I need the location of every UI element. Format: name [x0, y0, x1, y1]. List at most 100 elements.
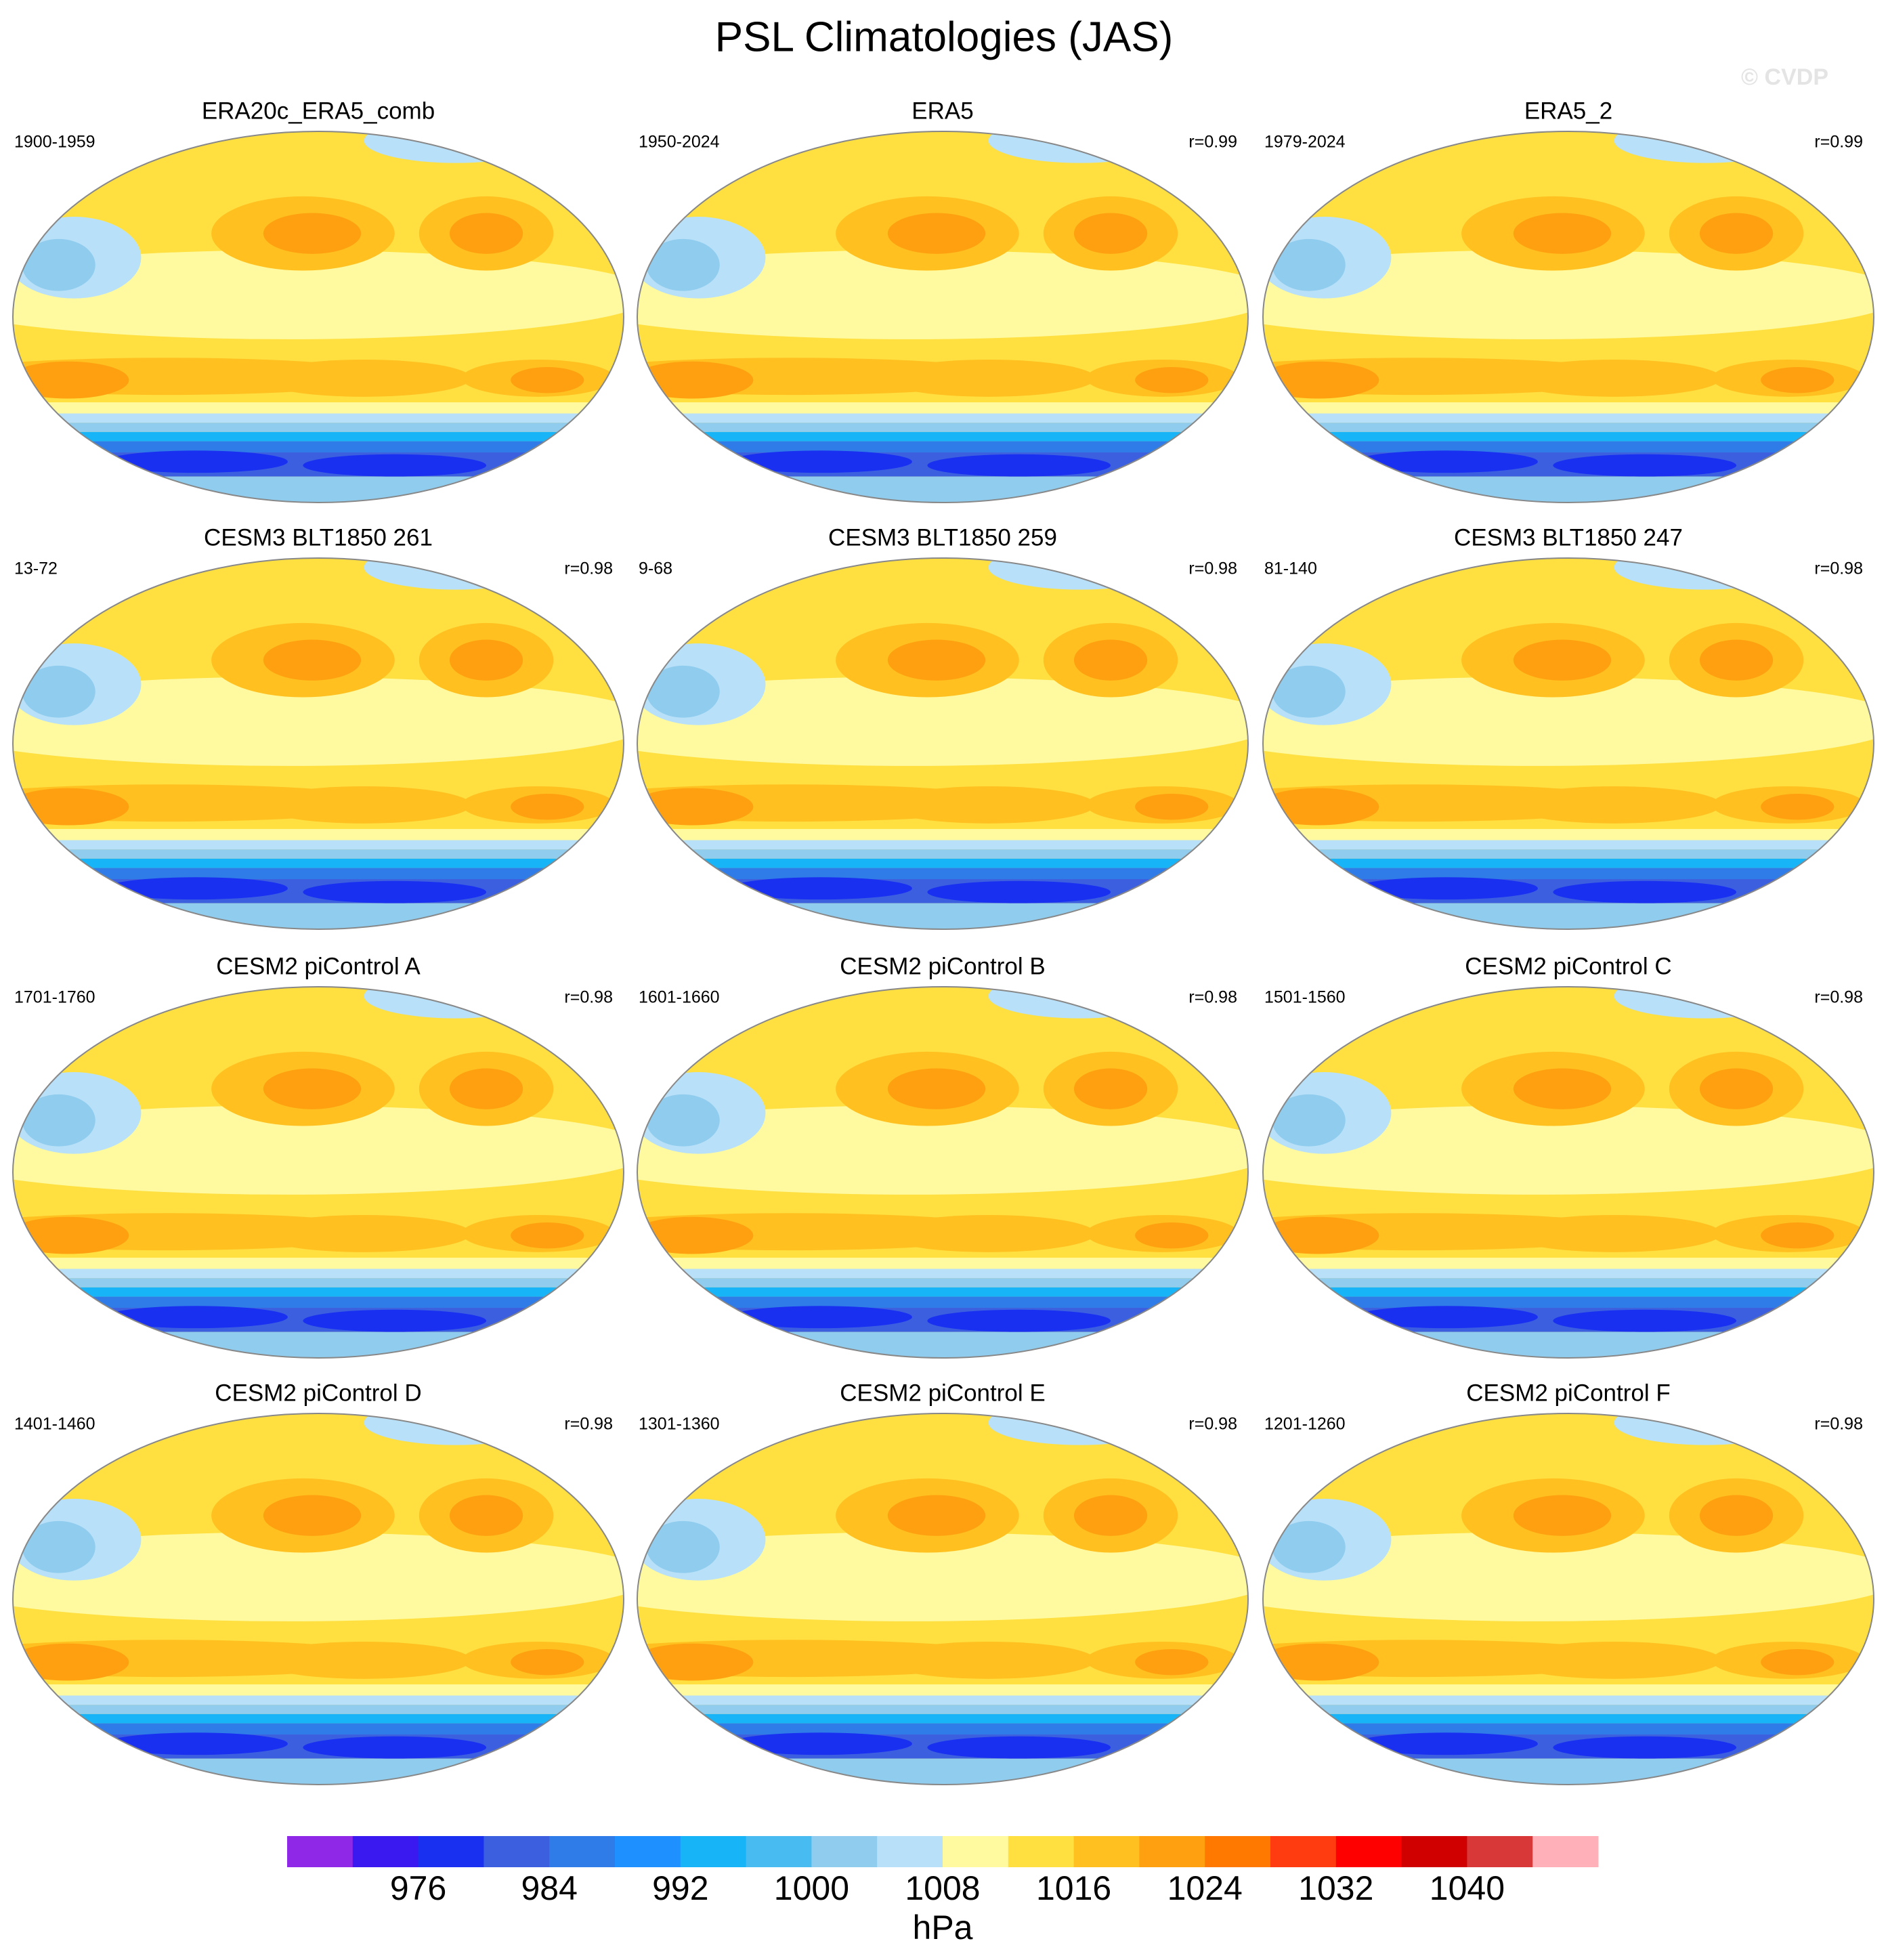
pressure-region: [1699, 639, 1774, 681]
pressure-region: [104, 877, 288, 900]
pressure-band: [1263, 1695, 1874, 1705]
panel-correlation: r=0.98: [1814, 559, 1863, 578]
pressure-region: [1513, 1495, 1612, 1536]
pressure-band: [1263, 1705, 1874, 1714]
pressure-band: [637, 402, 1248, 414]
panel-correlation: r=0.98: [564, 1415, 613, 1434]
map-field: [13, 558, 624, 929]
pressure-band: [637, 1258, 1248, 1269]
pressure-band: [637, 1684, 1248, 1696]
panel-title: CESM2 piControl C: [1465, 953, 1671, 979]
pressure-region: [887, 213, 986, 254]
pressure-region: [1553, 1309, 1737, 1332]
pressure-region: [1614, 131, 1798, 163]
panel-title: ERA5: [911, 98, 973, 124]
pressure-band: [13, 1331, 624, 1358]
panel-correlation: r=0.99: [1188, 133, 1237, 152]
panel-period: 1950-2024: [639, 133, 720, 152]
pressure-band: [13, 1287, 624, 1297]
pressure-region: [881, 360, 1096, 397]
pressure-region: [449, 213, 523, 254]
pressure-region: [511, 1648, 584, 1676]
colorbar-box: [746, 1836, 812, 1867]
pressure-band: [13, 1296, 624, 1308]
pressure-band: [1263, 441, 1874, 453]
pressure-region: [646, 1094, 720, 1147]
panel-period: 1701-1760: [14, 988, 95, 1007]
pressure-band: [13, 476, 624, 503]
pressure-region: [1614, 1413, 1798, 1445]
pressure-band: [13, 402, 624, 414]
pressure-region: [1699, 1495, 1774, 1536]
pressure-band: [637, 1695, 1248, 1705]
pressure-region: [1507, 360, 1721, 397]
pressure-region: [1272, 665, 1346, 718]
panel-period: 1201-1260: [1264, 1415, 1346, 1434]
colorbar-box: [1467, 1836, 1533, 1867]
pressure-region: [1553, 880, 1737, 903]
colorbar-tick-label: 992: [652, 1869, 708, 1907]
pressure-region: [257, 360, 471, 397]
panel-title: CESM3 BLT1850 247: [1454, 524, 1683, 551]
pressure-region: [1614, 558, 1798, 590]
pressure-region: [1354, 1306, 1538, 1329]
pressure-band: [1263, 1684, 1874, 1696]
pressure-band: [637, 431, 1248, 442]
pressure-band: [637, 441, 1248, 453]
pressure-region: [303, 880, 487, 903]
panel-correlation: r=0.98: [1814, 1415, 1863, 1434]
map-border: [1262, 986, 1874, 1359]
pressure-region: [887, 1068, 986, 1109]
pressure-band: [1263, 402, 1874, 414]
map-border: [637, 1413, 1249, 1785]
pressure-region: [1272, 1520, 1346, 1573]
pressure-region: [927, 1736, 1111, 1759]
pressure-band: [13, 829, 624, 840]
colorbar-box: [549, 1836, 616, 1867]
colorbar-box: [1270, 1836, 1337, 1867]
colorbar-box: [1139, 1836, 1205, 1867]
pressure-region: [1354, 877, 1538, 900]
colorbar-tick-label: 1016: [1036, 1869, 1111, 1907]
pressure-region: [988, 131, 1172, 163]
map-border: [1262, 1413, 1874, 1785]
colorbar-box: [877, 1836, 943, 1867]
panel-title: CESM3 BLT1850 259: [828, 524, 1057, 551]
figure-title: PSL Climatologies (JAS): [715, 14, 1174, 60]
panel-correlation: r=0.98: [1188, 988, 1237, 1007]
pressure-band: [13, 423, 624, 432]
map-field: [637, 558, 1248, 929]
pressure-region: [104, 1306, 288, 1329]
pressure-region: [1507, 1642, 1721, 1679]
watermark: © CVDP: [1741, 64, 1828, 90]
colorbar-box: [811, 1836, 878, 1867]
pressure-region: [104, 1732, 288, 1755]
pressure-band: [637, 903, 1248, 929]
pressure-region: [13, 361, 129, 399]
colorbar-box: [418, 1836, 484, 1867]
panel-title: CESM2 piControl E: [840, 1380, 1045, 1406]
pressure-region: [988, 558, 1172, 590]
pressure-region: [637, 1643, 754, 1681]
pressure-region: [729, 1306, 912, 1329]
colorbar-box: [484, 1836, 550, 1867]
panel-period: 1401-1460: [14, 1415, 95, 1434]
pressure-band: [13, 903, 624, 929]
pressure-region: [263, 1068, 362, 1109]
map-field: [637, 987, 1248, 1358]
pressure-region: [1272, 1094, 1346, 1147]
colorbar-tick-label: 1008: [905, 1869, 980, 1907]
pressure-region: [927, 880, 1111, 903]
pressure-region: [729, 1732, 912, 1755]
pressure-band: [1263, 1287, 1874, 1297]
pressure-region: [637, 361, 754, 399]
pressure-band: [637, 476, 1248, 503]
pressure-region: [22, 1094, 95, 1147]
map-border: [12, 131, 624, 503]
colorbar-tick-label: 1000: [774, 1869, 849, 1907]
colorbar-box: [1008, 1836, 1075, 1867]
pressure-band: [637, 849, 1248, 859]
map-field: [637, 131, 1248, 503]
pressure-region: [1263, 1643, 1379, 1681]
pressure-region: [881, 1215, 1096, 1252]
